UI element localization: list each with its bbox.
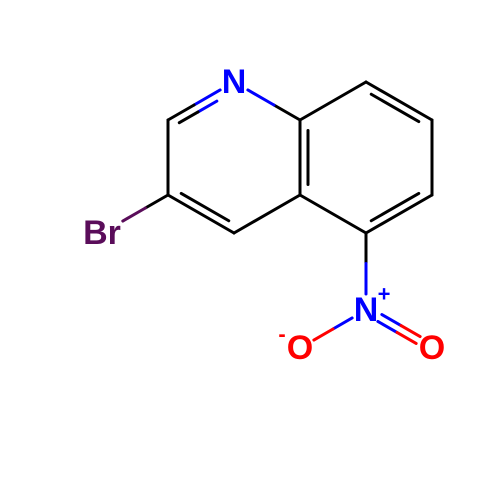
n-atom-label: N bbox=[222, 63, 247, 101]
molecule-canvas: NBrN+O-O bbox=[0, 0, 500, 500]
br-atom-label: Br bbox=[83, 214, 121, 252]
o-atom-label: O bbox=[287, 329, 313, 367]
charge-label: - bbox=[278, 322, 285, 347]
charge-label: + bbox=[378, 282, 391, 307]
o-atom-label: O bbox=[419, 329, 445, 367]
n-atom-label: N bbox=[354, 291, 379, 329]
